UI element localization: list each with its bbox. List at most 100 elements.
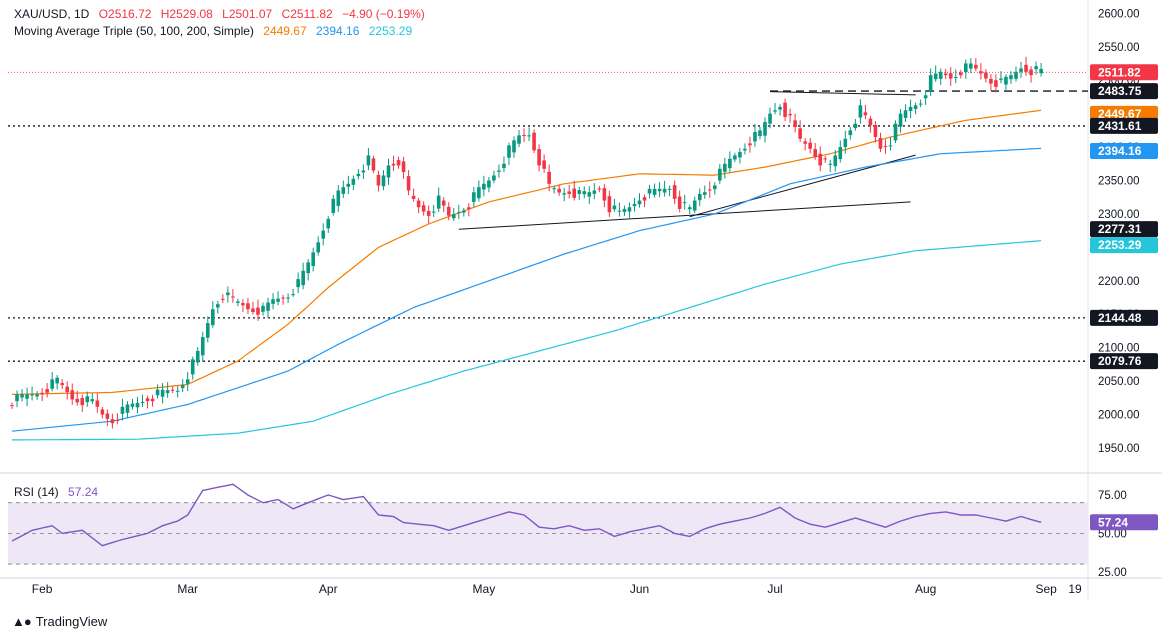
candle-body [943,73,948,76]
candle-body [562,193,566,195]
candle-body [50,379,54,389]
candle-body [351,178,356,185]
ma-legend: Moving Average Triple (50, 100, 200, Sim… [14,24,418,38]
candle-body [231,296,235,298]
candle-body [733,155,737,160]
candle-body [170,389,175,391]
candle-body [416,200,421,208]
candle-body [527,135,531,137]
candle-body [918,103,923,105]
time-tick-label: Mar [177,582,198,596]
candle-body [567,191,572,194]
candle-body [1014,71,1018,79]
candle-body [1004,76,1008,85]
candle-body [391,163,396,166]
candle-body [286,297,290,299]
candle-body [597,188,602,190]
candle-body [75,398,80,403]
ma100-value: 2394.16 [316,24,360,38]
candle-body [55,377,59,384]
price-badge-label: 2449.67 [1098,107,1142,121]
candle-body [969,63,973,69]
price-tick-label: 2050.00 [1098,376,1140,388]
candle-body [160,389,165,397]
price-badge [1090,105,1158,122]
candle-body [180,385,185,389]
ma-title[interactable]: Moving Average Triple (50, 100, 200, Sim… [14,24,254,38]
candle-body [723,163,727,172]
rsi-tick-label: 25.00 [1098,567,1127,579]
candle-body [803,141,807,144]
candle-body [140,401,145,403]
candle-body [190,359,195,375]
candle-body [80,397,85,406]
candle-body [622,208,627,212]
candle-body [150,398,155,402]
price-badge [1090,83,1158,100]
rsi-legend: RSI (14) 57.24 [14,485,104,499]
price-badge-label: 2431.61 [1098,119,1142,133]
candle-body [271,299,275,304]
candle-body [301,270,305,286]
price-badge-label: 2253.29 [1098,238,1142,252]
candle-body [933,73,938,80]
candle-body [718,168,722,181]
candle-body [958,72,963,76]
candle-body [848,130,853,136]
price-badge [1090,353,1158,370]
candle-body [185,379,190,384]
candle-body [1039,68,1043,74]
candle-body [105,413,110,419]
candle-body [241,303,245,306]
symbol-label[interactable]: XAU/USD, 1D [14,7,90,21]
candle-body [908,106,913,111]
rsi-badge [1090,514,1158,531]
ohlc-legend: XAU/USD, 1D O2516.72 H2529.08 L2501.07 C… [14,7,431,21]
candle-body [813,149,817,158]
candle-body [557,188,561,193]
candle-body [707,189,712,191]
price-badge-label: 2277.31 [1098,222,1142,236]
candle-body [994,80,998,87]
change-value: −4.90 (−0.19%) [342,7,425,21]
candle-body [743,148,747,151]
candle-body [984,72,988,79]
candle-body [738,152,742,158]
candle-body [421,205,426,212]
candle-body [346,183,351,187]
candle-body [783,102,787,117]
candle-body [607,196,612,213]
candle-body [883,146,888,148]
candle-body [356,173,361,177]
candle-body [376,174,381,186]
candle-body [85,396,90,403]
tradingview-brand[interactable]: ▲● TradingView [12,614,107,629]
candle-body [873,124,878,138]
candle-body [311,252,315,267]
time-tick-label: Feb [32,582,53,596]
candle-body [522,135,526,137]
rsi-title[interactable]: RSI (14) [14,485,59,499]
candle-body [552,188,556,190]
price-badge [1090,117,1158,134]
candle-body [903,110,908,118]
candle-body [467,207,471,209]
candle-body [251,308,255,312]
candle-body [642,197,647,201]
candle-body [266,302,270,311]
time-tick-label: Jul [767,582,782,596]
candle-body [205,323,210,338]
candle-body [818,153,823,166]
candle-body [828,163,833,165]
candle-body [60,383,64,385]
candle-body [788,113,792,116]
candle-body [928,75,933,92]
candle-body [672,185,677,199]
candle-body [226,292,230,296]
candle-body [938,71,943,79]
candle-body [276,298,280,302]
price-tick-label: 2100.00 [1098,343,1140,355]
candle-body [20,394,24,398]
time-tick-label: Aug [915,582,936,596]
